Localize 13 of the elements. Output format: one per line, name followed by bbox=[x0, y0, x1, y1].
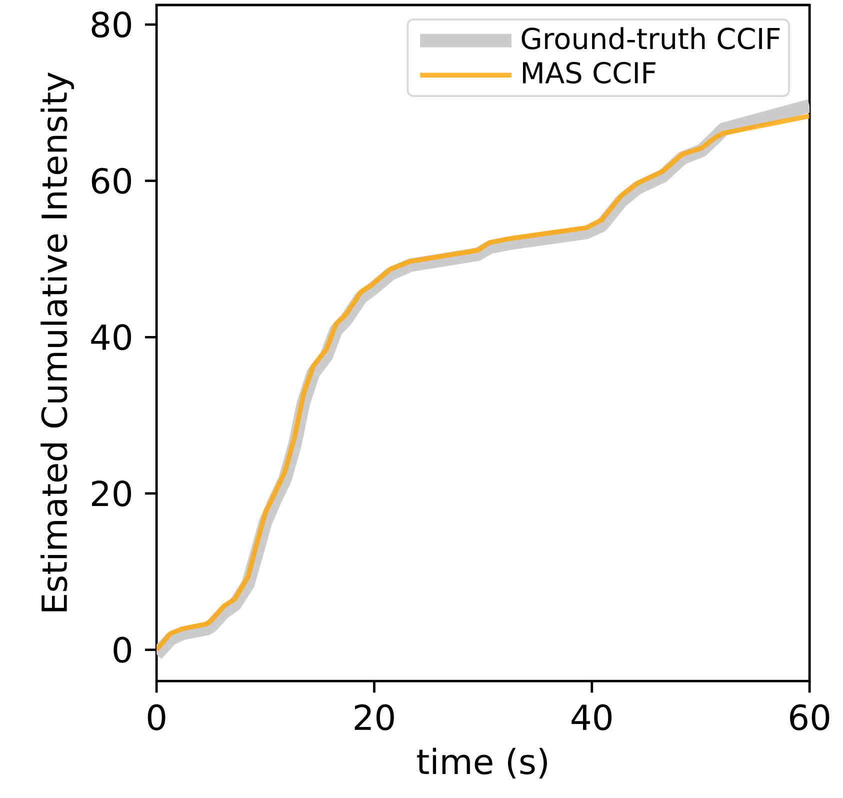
x-tick-label: 20 bbox=[354, 704, 394, 730]
y-axis-title: Estimated Cumulative Intensity bbox=[40, 72, 74, 612]
x-tick-label: 40 bbox=[572, 704, 612, 730]
legend-label: MAS CCIF bbox=[522, 62, 656, 84]
x-tick-label: 0 bbox=[148, 704, 166, 730]
y-tick-label: 80 bbox=[92, 11, 132, 38]
y-tick-label: 20 bbox=[92, 480, 132, 506]
y-tick-label: 40 bbox=[91, 324, 132, 350]
y-tick-label: 0 bbox=[114, 636, 132, 663]
x-tick-label: 60 bbox=[790, 704, 830, 730]
y-tick-label: 60 bbox=[92, 168, 132, 194]
x-axis-title: time (s) bbox=[417, 748, 547, 778]
legend-label: Ground-truth CCIF bbox=[522, 26, 780, 50]
